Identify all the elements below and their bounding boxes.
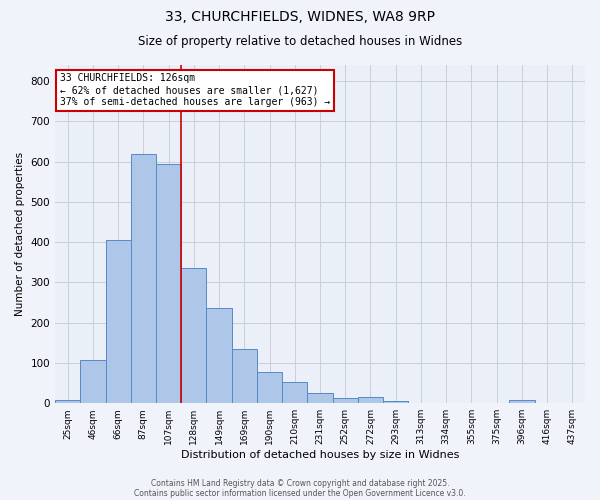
Y-axis label: Number of detached properties: Number of detached properties (15, 152, 25, 316)
Text: Contains public sector information licensed under the Open Government Licence v3: Contains public sector information licen… (134, 488, 466, 498)
Bar (131, 154, 156, 403)
Bar (156, 164, 181, 403)
Bar (55, 400, 80, 403)
Bar (232, 349, 257, 403)
Bar (282, 382, 307, 403)
Bar (307, 393, 332, 403)
Bar (206, 308, 232, 403)
Bar (332, 398, 358, 403)
Text: Contains HM Land Registry data © Crown copyright and database right 2025.: Contains HM Land Registry data © Crown c… (151, 478, 449, 488)
Bar (509, 400, 535, 403)
X-axis label: Distribution of detached houses by size in Widnes: Distribution of detached houses by size … (181, 450, 459, 460)
Bar (80, 360, 106, 403)
Bar (106, 240, 131, 403)
Bar (358, 397, 383, 403)
Bar (257, 372, 282, 403)
Text: Size of property relative to detached houses in Widnes: Size of property relative to detached ho… (138, 35, 462, 48)
Bar (383, 401, 409, 403)
Text: 33 CHURCHFIELDS: 126sqm
← 62% of detached houses are smaller (1,627)
37% of semi: 33 CHURCHFIELDS: 126sqm ← 62% of detache… (61, 74, 331, 106)
Text: 33, CHURCHFIELDS, WIDNES, WA8 9RP: 33, CHURCHFIELDS, WIDNES, WA8 9RP (165, 10, 435, 24)
Bar (181, 268, 206, 403)
